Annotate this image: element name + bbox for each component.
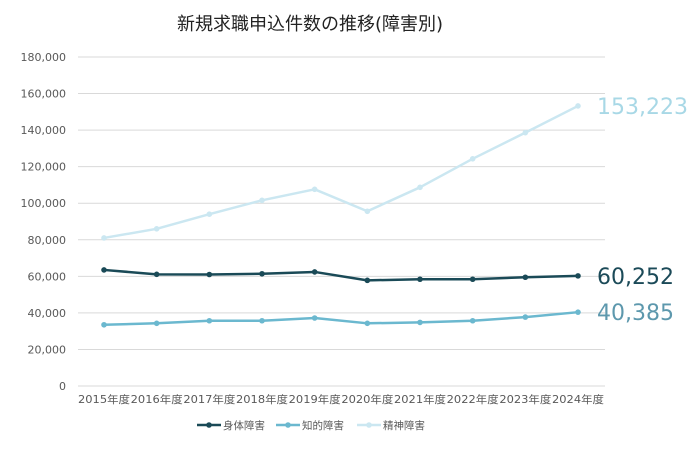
legend-label: 身体障害 — [223, 419, 265, 432]
legend-label: 精神障害 — [383, 419, 425, 432]
data-point — [101, 235, 107, 241]
data-point — [206, 317, 213, 324]
data-point — [311, 269, 318, 275]
series-line — [103, 310, 579, 327]
data-point — [259, 270, 265, 277]
data-point — [153, 271, 160, 278]
x-tick-label: 2022年度 — [447, 393, 500, 406]
legend-item: 精神障害 — [357, 419, 425, 432]
legend-item: 知的障害 — [276, 419, 344, 432]
legend-label: 知的障害 — [302, 419, 344, 432]
data-point — [575, 273, 581, 279]
data-point — [259, 197, 265, 204]
data-point — [417, 184, 423, 191]
chart-title: 新規求職申込件数の推移(障害別) — [177, 14, 443, 35]
data-point — [364, 320, 371, 327]
y-tick-label: 0 — [59, 380, 66, 393]
data-point — [522, 274, 529, 281]
y-tick-label: 160,000 — [21, 88, 67, 101]
x-tick-label: 2016年度 — [131, 393, 184, 406]
data-point — [522, 314, 529, 320]
data-point — [311, 315, 318, 321]
data-point — [522, 129, 529, 136]
data-point — [575, 309, 581, 315]
y-tick-label: 180,000 — [21, 51, 67, 64]
data-point — [364, 277, 371, 284]
data-point — [469, 156, 476, 162]
legend-marker — [285, 422, 291, 428]
y-tick-label: 20,000 — [28, 343, 67, 356]
y-tick-label: 120,000 — [21, 161, 67, 174]
x-tick-label: 2015年度 — [78, 393, 131, 406]
data-point — [364, 208, 371, 215]
data-point — [311, 186, 318, 193]
data-point — [153, 320, 160, 327]
data-point — [259, 317, 265, 324]
x-tick-label: 2018年度 — [236, 393, 289, 406]
data-point — [417, 276, 423, 283]
legend-marker — [366, 422, 372, 428]
x-tick-label: 2017年度 — [183, 393, 236, 406]
y-tick-label: 100,000 — [21, 197, 67, 210]
series-line — [103, 104, 579, 240]
legend-item: 身体障害 — [197, 419, 265, 432]
data-point — [206, 211, 213, 217]
y-tick-label: 60,000 — [28, 270, 67, 283]
x-tick-label: 2023年度 — [499, 393, 552, 406]
end-value-label: 60,252 — [597, 265, 674, 290]
data-point — [206, 271, 213, 278]
y-tick-label: 80,000 — [28, 234, 67, 247]
data-point — [575, 103, 581, 109]
data-point — [101, 321, 107, 328]
end-value-label: 153,223 — [597, 95, 688, 120]
x-tick-label: 2019年度 — [289, 393, 342, 406]
data-point — [469, 276, 476, 283]
x-tick-label: 2020年度 — [341, 393, 394, 406]
series-line — [103, 268, 579, 282]
x-tick-label: 2024年度 — [552, 393, 605, 406]
data-point — [153, 226, 160, 232]
data-point — [469, 317, 476, 324]
y-tick-label: 140,000 — [21, 124, 67, 137]
data-point — [101, 267, 107, 273]
x-tick-label: 2021年度 — [394, 393, 447, 406]
data-point — [417, 319, 423, 326]
y-tick-label: 40,000 — [28, 307, 67, 320]
end-value-label: 40,385 — [597, 301, 674, 326]
legend-marker — [206, 422, 212, 428]
